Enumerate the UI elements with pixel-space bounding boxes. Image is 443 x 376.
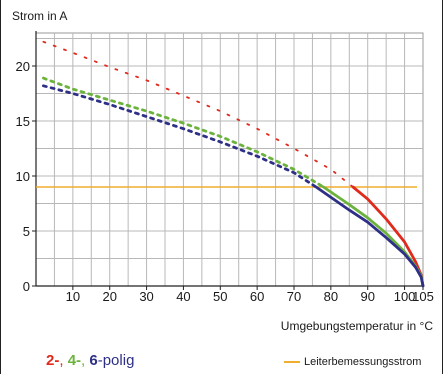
x-tick-label: 90: [360, 289, 374, 304]
x-tick-label: 105: [412, 289, 434, 304]
series-6-polig-line: [314, 185, 425, 288]
legend-sep-2: ,: [81, 352, 86, 369]
x-tick-label: 10: [66, 289, 80, 304]
plot-area: [35, 32, 424, 287]
series-6-polig-extrapolated-line: [42, 84, 318, 189]
legend-reference-swatch: [284, 361, 300, 364]
legend-2-pole: 2-: [46, 352, 60, 369]
x-tick-label: 50: [213, 289, 227, 304]
x-tick-label: 20: [102, 289, 116, 304]
x-tick-label: 80: [324, 289, 338, 304]
legend-4-pole: 4-: [67, 352, 82, 369]
x-tick-label: 30: [139, 289, 153, 304]
y-axis-title: Strom in A: [12, 9, 68, 23]
y-tick-label: 5: [23, 224, 30, 239]
y-tick-label: 0: [23, 279, 30, 294]
legend-sep-1: ,: [59, 352, 64, 369]
series-4-polig-extrapolated-line: [42, 76, 325, 189]
legend-reference-label: Leiterbemessungsstrom: [304, 356, 422, 368]
x-tick-label: 100: [394, 289, 416, 304]
y-tick-label: 10: [16, 169, 30, 184]
legend-reference: Leiterbemessungsstrom: [284, 356, 421, 368]
y-tick-label: 20: [16, 59, 30, 74]
x-tick-label: 70: [287, 289, 301, 304]
x-tick-label: 40: [176, 289, 190, 304]
x-tick-label: 60: [250, 289, 264, 304]
x-axis-title: Umgebungstemperatur in °C: [280, 319, 433, 333]
legend-suffix: -polig: [97, 352, 135, 369]
legend-6-pole: 6: [89, 352, 98, 369]
y-tick-label: 15: [16, 114, 30, 129]
legend-pole-count: 2-, 4-, 6-polig: [46, 352, 134, 369]
